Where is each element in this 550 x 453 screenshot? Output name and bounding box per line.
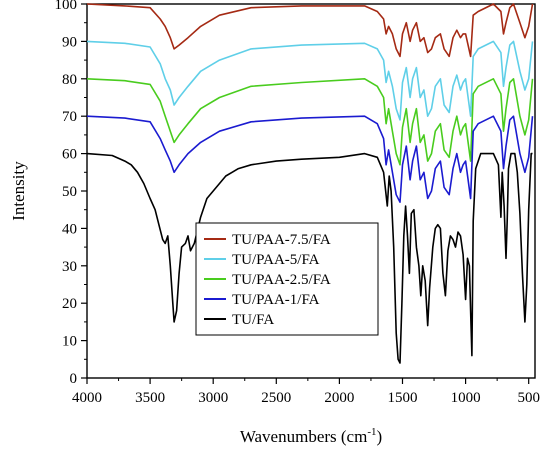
series-line bbox=[86, 78, 534, 166]
plot-area bbox=[86, 3, 536, 379]
x-tick-label: 1000 bbox=[451, 390, 481, 406]
y-tick-label: 90 bbox=[62, 34, 77, 50]
x-tick-label: 4000 bbox=[72, 390, 102, 406]
x-axis: 4000 3500 3000 2500 2000 1500 1000 500 bbox=[72, 378, 540, 406]
series-line bbox=[86, 152, 533, 364]
y-tick-label: 20 bbox=[62, 296, 77, 312]
x-tick-label: 1500 bbox=[387, 390, 417, 406]
y-tick-label: 80 bbox=[62, 72, 77, 88]
y-tick-label: 30 bbox=[62, 259, 77, 275]
legend-label: TU/FA bbox=[232, 312, 274, 328]
series-line bbox=[86, 3, 534, 58]
x-tick-label: 2000 bbox=[324, 390, 354, 406]
y-tick-label: 0 bbox=[70, 371, 78, 387]
y-tick-label: 40 bbox=[62, 221, 77, 237]
x-tick-label: 500 bbox=[517, 390, 540, 406]
x-tick-label: 3000 bbox=[198, 390, 228, 406]
y-axis-label: Intensity bbox=[9, 161, 28, 221]
series-line bbox=[86, 40, 534, 121]
legend-box bbox=[195, 222, 379, 336]
x-axis-label-main: Wavenumbers (cm bbox=[240, 427, 368, 446]
legend-label: TU/PAA-1/FA bbox=[232, 292, 320, 308]
legend: TU/PAA-7.5/FA TU/PAA-5/FA TU/PAA-2.5/FA TU/… bbox=[195, 222, 379, 336]
y-tick-label: 60 bbox=[62, 147, 77, 163]
legend-label: TU/PAA-5/FA bbox=[232, 252, 320, 268]
x-tick-label: 3500 bbox=[135, 390, 165, 406]
y-axis: 0 10 20 30 40 50 60 70 80 90 100 bbox=[55, 0, 87, 387]
x-axis-label-superscript: -1 bbox=[367, 426, 376, 438]
series-line bbox=[86, 115, 534, 203]
y-tick-label: 100 bbox=[55, 0, 78, 13]
y-tick-label: 10 bbox=[62, 334, 77, 350]
x-tick-label: 2500 bbox=[261, 390, 291, 406]
legend-label: TU/PAA-7.5/FA bbox=[232, 232, 331, 248]
y-tick-label: 70 bbox=[62, 109, 77, 125]
legend-label: TU/PAA-2.5/FA bbox=[232, 272, 331, 288]
y-tick-label: 50 bbox=[62, 184, 77, 200]
x-axis-label-tail: ) bbox=[377, 427, 383, 446]
series-layer bbox=[86, 3, 534, 364]
x-axis-label: Wavenumbers (cm-1) bbox=[240, 426, 382, 446]
